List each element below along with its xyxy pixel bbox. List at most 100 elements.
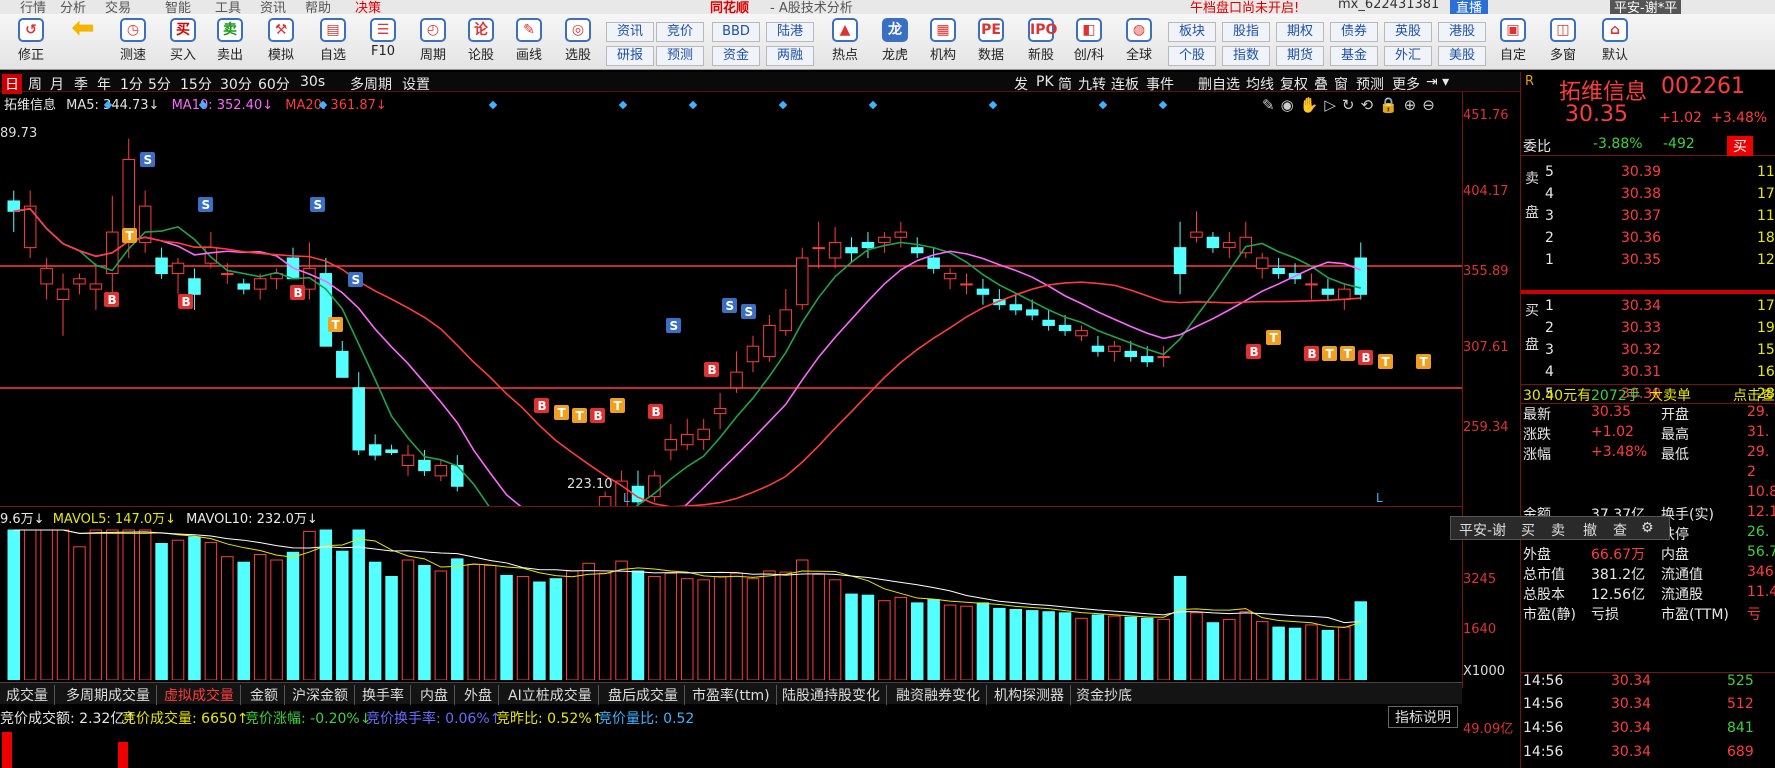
star-market-button[interactable]: ◧ 创/科: [1066, 18, 1112, 68]
quick-buy-button[interactable]: 买: [1727, 136, 1753, 156]
candle-body[interactable]: [23, 205, 37, 249]
signal-badge[interactable]: T: [572, 408, 587, 423]
period-month[interactable]: 月: [50, 77, 64, 93]
sell-button[interactable]: 卖卖出: [207, 18, 253, 68]
dragon-tiger-button[interactable]: 龙龙虎: [872, 18, 918, 68]
candle-body[interactable]: [779, 309, 793, 332]
candle-body[interactable]: [1042, 319, 1055, 326]
order-level[interactable]: 2 30.33 19: [1521, 320, 1775, 340]
signal-badge[interactable]: B: [704, 362, 719, 377]
candle-body[interactable]: [319, 273, 333, 347]
big-order-more[interactable]: 点击查: [1733, 388, 1775, 404]
tool-bbd[interactable]: BBD: [712, 22, 760, 42]
rt-more[interactable]: 更多: [1392, 77, 1420, 93]
candle-body[interactable]: [56, 288, 70, 300]
candle-body[interactable]: [1025, 309, 1039, 316]
candle-body[interactable]: [89, 283, 103, 290]
candle-body[interactable]: [795, 257, 809, 306]
rt-jian[interactable]: 简: [1058, 77, 1072, 93]
candle-body[interactable]: [1255, 257, 1269, 269]
candle-body[interactable]: [138, 205, 152, 243]
tab-virtual-volume[interactable]: 虚拟成交量: [164, 685, 241, 705]
tool-hk-stocks[interactable]: 港股: [1438, 22, 1486, 42]
hotspot-button[interactable]: ▲ 热点: [822, 18, 868, 68]
tab-turnover[interactable]: 换手率: [362, 685, 411, 705]
candle-body[interactable]: [401, 454, 415, 466]
tab-multi-volume[interactable]: 多周期成交量: [66, 685, 157, 705]
menu-item[interactable]: 分析: [60, 1, 87, 14]
candle-body[interactable]: [237, 283, 250, 290]
tool-funds2[interactable]: 基金: [1330, 46, 1378, 66]
signal-badge[interactable]: B: [534, 398, 549, 413]
tool-sector[interactable]: 板块: [1168, 22, 1216, 42]
signal-badge[interactable]: S: [666, 318, 681, 333]
tab-pe-ttm[interactable]: 市盈率(ttm): [692, 685, 777, 705]
data-button[interactable]: PE 数据: [968, 18, 1014, 68]
rt-predict[interactable]: 预测: [1356, 77, 1384, 93]
candle-body[interactable]: [713, 407, 727, 415]
order-level[interactable]: 3 30.37 11: [1521, 208, 1775, 228]
menu-item[interactable]: 交易: [105, 1, 132, 14]
period-quarter[interactable]: 季: [74, 77, 88, 93]
global-button[interactable]: ◍ 全球: [1116, 18, 1162, 68]
candle-body[interactable]: [845, 247, 858, 254]
popup-sell[interactable]: 卖: [1551, 523, 1565, 539]
candle-body[interactable]: [943, 273, 957, 280]
order-level[interactable]: 5 30.39 11: [1521, 164, 1775, 184]
tool-news[interactable]: 资讯: [606, 22, 654, 42]
signal-badge[interactable]: B: [1246, 344, 1261, 359]
candle-body[interactable]: [763, 324, 776, 358]
candle-body[interactable]: [960, 283, 973, 286]
rt-window[interactable]: 窗: [1334, 77, 1348, 93]
candle-body[interactable]: [993, 299, 1006, 306]
candle-body[interactable]: [1321, 288, 1335, 295]
signal-badge[interactable]: B: [1304, 346, 1319, 361]
tool-auction[interactable]: 竞价: [656, 22, 704, 42]
candle-body[interactable]: [155, 257, 168, 275]
popup-settings-icon[interactable]: ⚙: [1641, 520, 1654, 536]
fix-button[interactable]: ↺ 修正: [8, 18, 54, 68]
tool-options[interactable]: 期权: [1276, 22, 1324, 42]
candle-body[interactable]: [418, 459, 431, 472]
settings-link[interactable]: 设置: [402, 77, 430, 93]
candle-body[interactable]: [171, 262, 185, 275]
chart-tools[interactable]: ✎◉✋▷↻⟲🔒⊕⊖: [1262, 96, 1441, 114]
candle-body[interactable]: [1354, 257, 1368, 295]
tool-research[interactable]: 研报: [606, 46, 654, 66]
candle-body[interactable]: [697, 428, 710, 441]
period-5m[interactable]: 5分: [148, 77, 171, 93]
order-level[interactable]: 1 30.35 12: [1521, 252, 1775, 272]
candle-body[interactable]: [648, 475, 661, 498]
period-multi[interactable]: 多周期: [350, 77, 392, 93]
order-level[interactable]: 1 30.34 17: [1521, 298, 1775, 318]
back-button[interactable]: ⬅: [60, 14, 106, 68]
default-button[interactable]: ⌂ 默认: [1592, 18, 1638, 68]
candle-body[interactable]: [878, 236, 891, 243]
tool-forex[interactable]: 外汇: [1384, 46, 1432, 66]
ipo-button[interactable]: IPO 新股: [1018, 18, 1064, 68]
candle-body[interactable]: [1338, 288, 1351, 300]
signal-badge[interactable]: B: [290, 285, 305, 300]
signal-badge[interactable]: T: [1416, 354, 1431, 369]
candle-body[interactable]: [40, 267, 53, 285]
menu-item[interactable]: 工具: [215, 1, 242, 14]
candle-body[interactable]: [1108, 345, 1121, 352]
live-button[interactable]: 直播: [1450, 0, 1489, 14]
signal-badge[interactable]: S: [310, 197, 325, 212]
tab-margin-change[interactable]: 融资融券变化: [896, 685, 987, 705]
signal-badge[interactable]: T: [122, 228, 137, 243]
tool-bonds[interactable]: 债券: [1330, 22, 1378, 42]
candle-body[interactable]: [451, 465, 464, 487]
candle-body[interactable]: [1272, 267, 1285, 275]
candle-body[interactable]: [730, 371, 743, 389]
popup-account[interactable]: 平安-谢: [1459, 523, 1507, 539]
candle-body[interactable]: [1157, 356, 1170, 359]
custom-button[interactable]: ▣ 自定: [1490, 18, 1536, 68]
signal-badge[interactable]: S: [198, 197, 213, 212]
candle-body[interactable]: [894, 231, 908, 238]
candle-body[interactable]: [253, 278, 267, 290]
candle-body[interactable]: [615, 480, 628, 507]
order-level[interactable]: 4 30.38 17: [1521, 186, 1775, 206]
candle-body[interactable]: [1124, 350, 1138, 358]
